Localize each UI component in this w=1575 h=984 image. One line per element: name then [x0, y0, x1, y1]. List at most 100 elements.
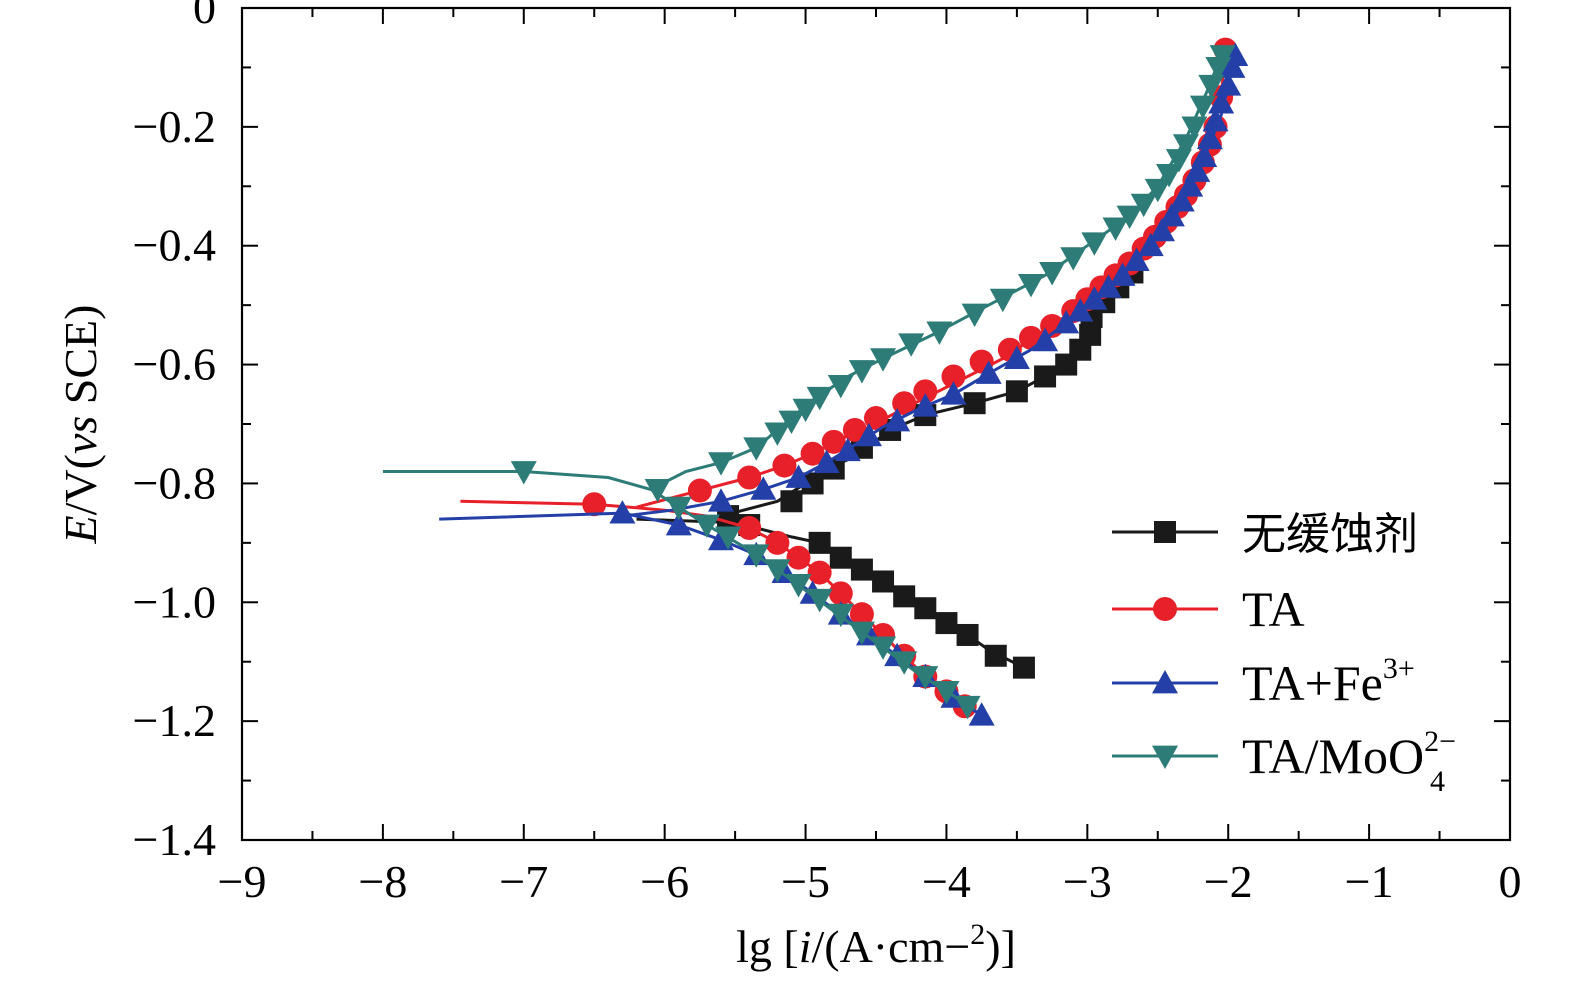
y-tick-label: −0.2 [133, 101, 216, 152]
data-point [1196, 125, 1223, 150]
data-point [772, 453, 797, 478]
data-point [1032, 327, 1059, 352]
x-tick-label: −3 [1063, 856, 1112, 907]
data-point [737, 465, 762, 490]
data-point [813, 449, 840, 474]
data-point [1123, 247, 1150, 271]
data-point [975, 360, 1002, 384]
y-tick-label: −0.4 [133, 220, 216, 271]
data-point [954, 695, 981, 720]
legend: 无缓蚀剂 TA TA+Fe3+ TA/MoO2− 4 [1112, 510, 1456, 798]
legend-label: 无缓蚀剂 [1242, 510, 1418, 559]
series-4 [382, 45, 1236, 720]
y-axis-label: E/V(vs SCE) [55, 305, 106, 545]
data-point [850, 558, 873, 581]
data-point [780, 490, 803, 513]
data-point [693, 514, 720, 539]
x-tick-label: −9 [218, 856, 267, 907]
legend-marker [1153, 597, 1177, 621]
series-line-cathodic [460, 499, 969, 711]
data-point [510, 461, 537, 485]
data-point [1144, 178, 1171, 203]
data-point [1191, 143, 1218, 167]
data-point [1102, 217, 1129, 241]
data-point [956, 623, 979, 646]
data-point [1208, 90, 1235, 114]
y-tick-label: −1.0 [133, 576, 216, 627]
data-point [1168, 188, 1195, 212]
x-tick-label: −4 [922, 856, 971, 907]
data-point [870, 348, 897, 372]
data-point [1034, 365, 1057, 388]
legend-item: TA+Fe3+ [1112, 652, 1415, 711]
data-point [1149, 217, 1176, 242]
data-point [961, 303, 988, 328]
data-point [1130, 193, 1157, 218]
data-point [892, 391, 917, 416]
data-point [743, 544, 770, 568]
data-point [764, 422, 791, 446]
data-point [708, 452, 735, 476]
data-point [1202, 107, 1229, 132]
data-point [914, 597, 937, 620]
data-point [1116, 205, 1143, 229]
data-point [1053, 309, 1080, 334]
data-point [913, 379, 938, 404]
legend-label: TA [1242, 581, 1305, 637]
data-point [828, 581, 853, 606]
data-point [785, 574, 812, 598]
data-point [963, 392, 986, 415]
data-point [1039, 262, 1066, 286]
data-point [821, 429, 846, 454]
data-point [848, 360, 875, 384]
legend-marker [1154, 521, 1176, 543]
data-point [764, 559, 791, 583]
data-point [806, 386, 833, 411]
data-point [893, 585, 916, 608]
data-point [1060, 247, 1087, 271]
data-point [715, 526, 742, 550]
data-point [807, 560, 832, 585]
data-point [933, 681, 960, 705]
data-point [989, 288, 1016, 313]
data-point [737, 516, 762, 540]
data-point [1081, 286, 1108, 310]
data-point [1209, 45, 1236, 69]
data-point [687, 478, 712, 503]
data-point [827, 374, 854, 399]
data-point [898, 333, 925, 357]
y-tick-label: −0.8 [133, 457, 216, 508]
y-tick-label: −1.4 [133, 814, 216, 865]
data-point [870, 636, 897, 660]
data-point [708, 488, 735, 512]
x-axis-label: lg [i/(A·cm−2)] [736, 918, 1016, 972]
series-layer [382, 37, 1249, 726]
y-tick-label: 0 [193, 0, 216, 33]
data-point [1158, 203, 1185, 227]
data-point [926, 321, 953, 345]
x-tick-label: −5 [781, 856, 830, 907]
data-point [1067, 298, 1094, 322]
data-point [1017, 273, 1044, 298]
data-point [1219, 54, 1246, 78]
legend-item: TA/MoO2− 4 [1112, 725, 1456, 798]
data-point [968, 702, 995, 726]
data-point [786, 545, 811, 570]
data-point [1198, 74, 1225, 99]
data-point [842, 417, 867, 442]
x-tick-labels: −9 −8 −7 −6 −5 −4 −3 −2 −1 0 [218, 856, 1522, 907]
y-tick-label: −0.6 [133, 339, 216, 390]
series-3 [439, 42, 1249, 726]
data-point [800, 441, 825, 466]
data-point [864, 406, 888, 431]
data-point [582, 492, 607, 517]
data-point [848, 621, 875, 645]
data-point [827, 603, 854, 628]
data-point [801, 472, 824, 495]
data-point [884, 408, 911, 432]
series-1 [636, 261, 1144, 679]
data-point [665, 496, 692, 521]
data-point [785, 464, 812, 488]
x-tick-label: −8 [358, 856, 407, 907]
